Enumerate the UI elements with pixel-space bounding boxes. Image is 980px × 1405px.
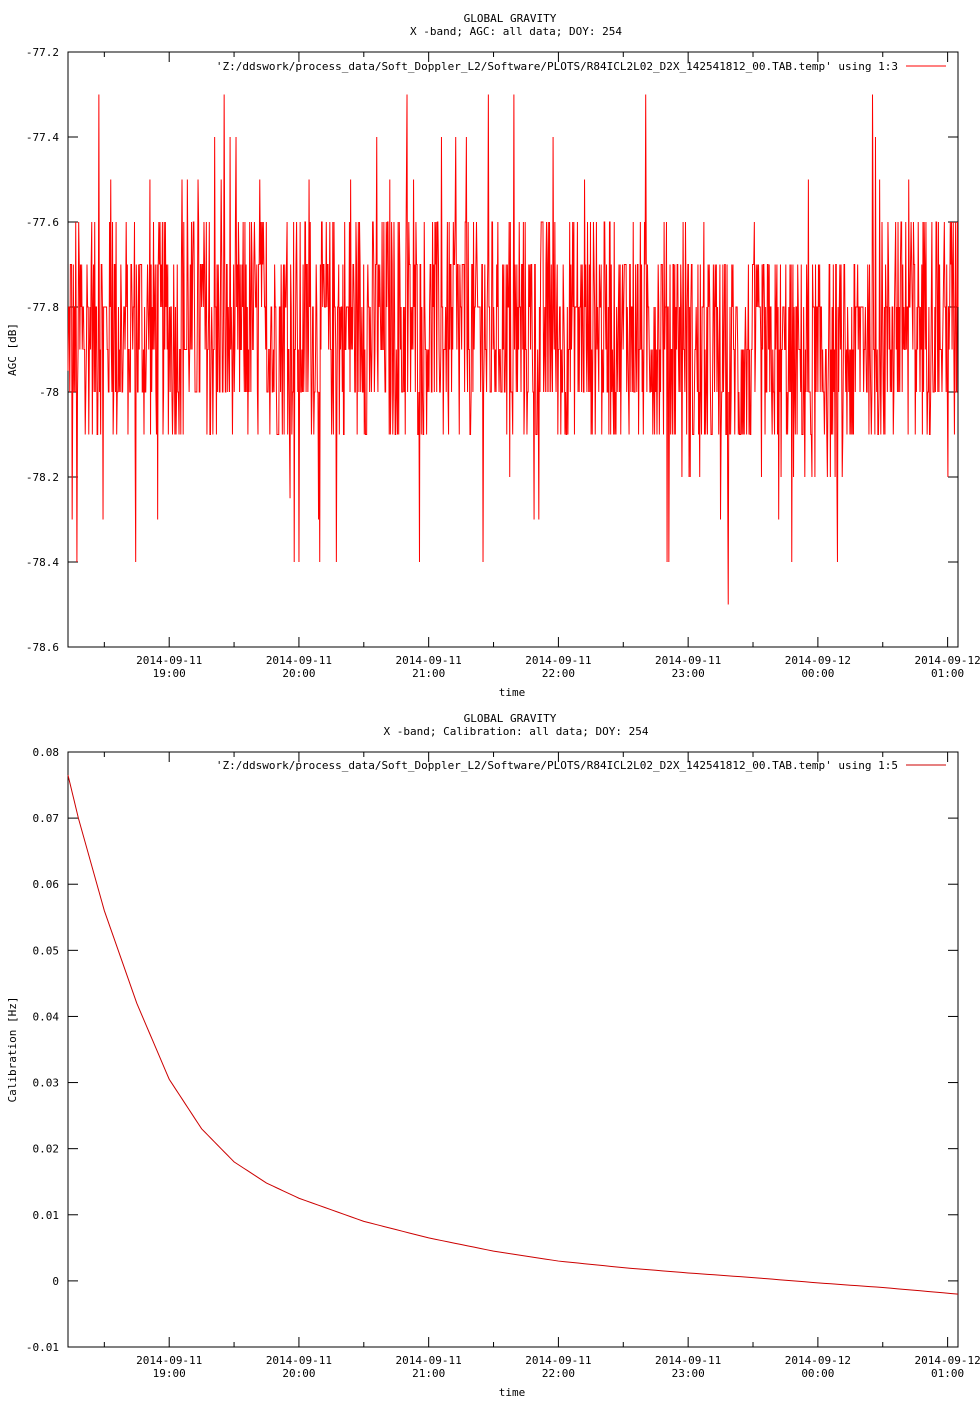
y-tick-label: -78.2 (26, 471, 59, 484)
x-tick-date-label: 2014-09-11 (396, 1354, 462, 1367)
x-tick-time-label: 21:00 (412, 1367, 445, 1380)
chart-title: GLOBAL GRAVITY (464, 12, 557, 25)
y-tick-label: -77.8 (26, 301, 59, 314)
legend-label: 'Z:/ddswork/process_data/Soft_Doppler_L2… (216, 60, 898, 73)
y-tick-label: 0.02 (33, 1143, 60, 1156)
x-tick-date-label: 2014-09-12 (785, 1354, 851, 1367)
y-tick-label: -78.6 (26, 641, 59, 654)
y-tick-label: -77.6 (26, 216, 59, 229)
chart-title: GLOBAL GRAVITY (464, 712, 557, 725)
x-tick-date-label: 2014-09-12 (785, 654, 851, 667)
y-tick-label: 0.01 (33, 1209, 60, 1222)
y-tick-label: 0.04 (33, 1010, 60, 1023)
x-tick-date-label: 2014-09-11 (525, 1354, 591, 1367)
x-tick-time-label: 01:00 (931, 667, 964, 680)
x-tick-time-label: 01:00 (931, 1367, 964, 1380)
x-tick-time-label: 23:00 (672, 667, 705, 680)
x-tick-date-label: 2014-09-12 (915, 1354, 980, 1367)
x-tick-date-label: 2014-09-11 (655, 1354, 721, 1367)
y-tick-label: 0.08 (33, 746, 60, 759)
y-axis-label: Calibration [Hz] (6, 997, 19, 1103)
x-tick-time-label: 23:00 (672, 1367, 705, 1380)
y-tick-label: -78.4 (26, 556, 59, 569)
series-line-calibration (68, 775, 958, 1294)
legend-label: 'Z:/ddswork/process_data/Soft_Doppler_L2… (216, 759, 898, 772)
y-tick-label: 0.05 (33, 944, 60, 957)
x-axis-label: time (499, 686, 526, 699)
x-tick-time-label: 21:00 (412, 667, 445, 680)
x-tick-date-label: 2014-09-11 (525, 654, 591, 667)
chart-subtitle: X -band; AGC: all data; DOY: 254 (410, 25, 622, 38)
x-tick-time-label: 22:00 (542, 1367, 575, 1380)
y-tick-label: 0 (52, 1275, 59, 1288)
x-tick-time-label: 19:00 (153, 667, 186, 680)
y-tick-label: -77.4 (26, 131, 59, 144)
x-tick-time-label: 22:00 (542, 667, 575, 680)
x-tick-date-label: 2014-09-11 (396, 654, 462, 667)
plot-frame (68, 752, 958, 1347)
x-axis-label: time (499, 1386, 526, 1399)
x-tick-date-label: 2014-09-11 (136, 1354, 202, 1367)
x-tick-date-label: 2014-09-11 (266, 1354, 332, 1367)
x-tick-time-label: 00:00 (801, 667, 834, 680)
y-tick-label: -77.2 (26, 46, 59, 59)
x-tick-date-label: 2014-09-12 (915, 654, 980, 667)
y-tick-label: 0.03 (33, 1077, 60, 1090)
series-line-agc (68, 95, 958, 605)
y-axis-label: AGC [dB] (6, 323, 19, 376)
x-tick-time-label: 20:00 (282, 1367, 315, 1380)
x-tick-time-label: 20:00 (282, 667, 315, 680)
y-tick-label: 0.07 (33, 812, 60, 825)
x-tick-time-label: 00:00 (801, 1367, 834, 1380)
y-tick-label: -0.01 (26, 1341, 59, 1354)
y-tick-label: -78 (39, 386, 59, 399)
y-tick-label: 0.06 (33, 878, 60, 891)
x-tick-time-label: 19:00 (153, 1367, 186, 1380)
x-tick-date-label: 2014-09-11 (266, 654, 332, 667)
chart-subtitle: X -band; Calibration: all data; DOY: 254 (384, 725, 649, 738)
x-tick-date-label: 2014-09-11 (655, 654, 721, 667)
x-tick-date-label: 2014-09-11 (136, 654, 202, 667)
